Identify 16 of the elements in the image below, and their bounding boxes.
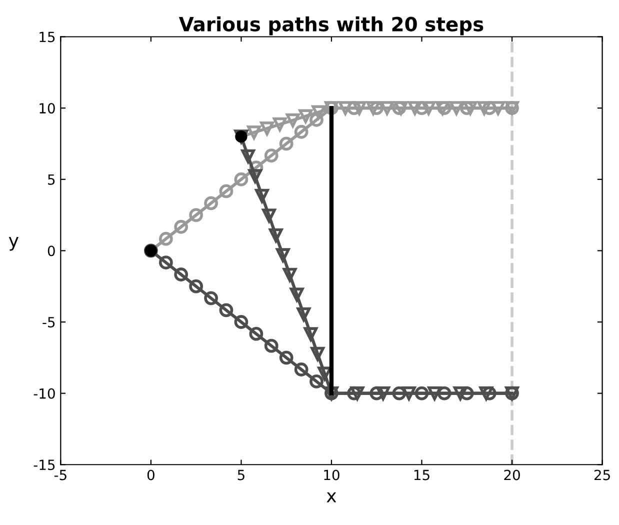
- y-tick-label: -15: [34, 460, 55, 470]
- x-tick-label: 10: [324, 470, 340, 480]
- x-axis-title: x: [326, 492, 336, 502]
- x-tick-label: 15: [414, 470, 430, 480]
- x-tick-label: 0: [147, 470, 154, 480]
- x-tick-label: 25: [594, 470, 610, 480]
- y-tick-label: 10: [40, 103, 55, 114]
- y-tick-label: 5: [48, 174, 55, 185]
- y-tick-label: -5: [42, 317, 55, 328]
- y-tick-label: 15: [40, 32, 55, 42]
- x-tick-label: 5: [238, 470, 244, 480]
- chart-title: Various paths with 20 steps: [178, 16, 484, 36]
- y-tick-label: 0: [48, 246, 55, 256]
- x-tick-label: 20: [504, 470, 520, 480]
- y-axis-title: y: [8, 237, 18, 251]
- y-tick-label: -10: [34, 388, 55, 399]
